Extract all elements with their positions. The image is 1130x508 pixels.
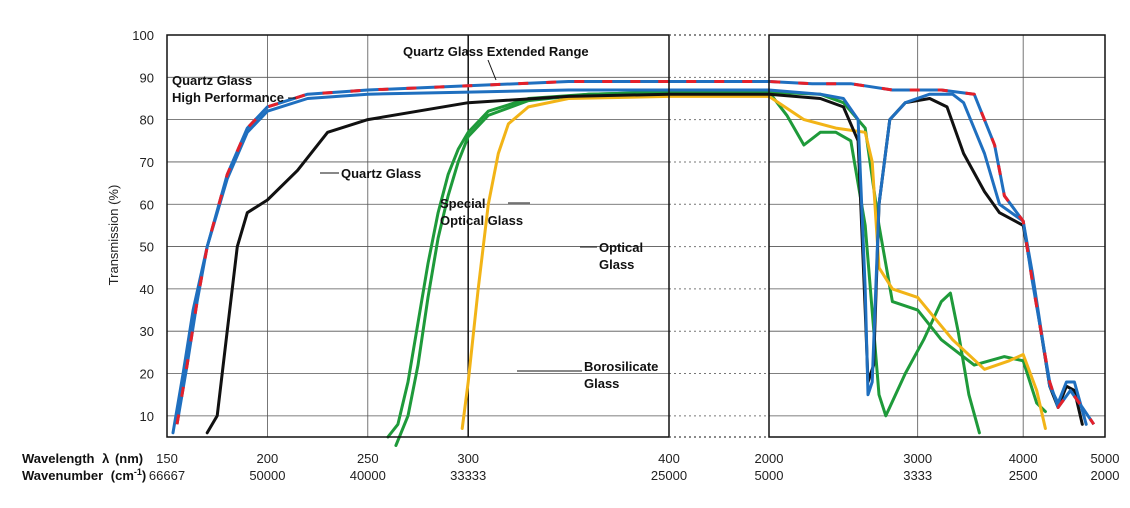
x-tick-wn-33333: 33333	[450, 468, 486, 483]
x-tick-wn-25000: 25000	[651, 468, 687, 483]
x-tick-wn-66667: 66667	[149, 468, 185, 483]
x-tick-nm-4000: 4000	[1009, 451, 1038, 466]
x-tick-wn-40000: 40000	[350, 468, 386, 483]
y-tick-30: 30	[140, 324, 154, 339]
annotation-borosilicate: Borosilicate Glass	[517, 359, 658, 391]
x-tick-wn-50000: 50000	[249, 468, 285, 483]
x-tick-wn-2500: 2500	[1009, 468, 1038, 483]
y-tick-labels: 10 20 30 40 50 60 70 80 90 100	[132, 28, 154, 424]
x-tick-wn-5000: 5000	[755, 468, 784, 483]
y-tick-60: 60	[140, 197, 154, 212]
annotation-extended-range: Quartz Glass Extended Range	[403, 44, 589, 81]
x-tick-nm-150: 150	[156, 451, 178, 466]
wavenumber-axis-label: Wavenumber (cm-1)	[22, 467, 146, 483]
frame-log-panel	[768, 34, 1106, 438]
x-tick-nm-5000: 5000	[1091, 451, 1120, 466]
x-tick-wn-2000: 2000	[1091, 468, 1120, 483]
y-tick-20: 20	[140, 367, 154, 382]
annotation-quartz-glass: Quartz Glass	[320, 166, 421, 181]
x-tick-nm-250: 250	[357, 451, 379, 466]
y-tick-80: 80	[140, 113, 154, 128]
annotation-special-optical: Special Optical Glass	[440, 196, 530, 228]
svg-text:Quartz Glass: Quartz Glass	[341, 166, 421, 181]
annotation-high-performance: Quartz Glass High Performance	[172, 73, 296, 105]
x-tick-nm-200: 200	[257, 451, 279, 466]
y-tick-50: 50	[140, 240, 154, 255]
y-tick-90: 90	[140, 70, 154, 85]
series-line-quartz_glass	[205, 92, 1084, 435]
x-tick-nm-2000: 2000	[755, 451, 784, 466]
x-tick-labels: 150 66667 200 50000 250 40000 300 33333 400 25000…	[149, 451, 1120, 483]
y-tick-40: 40	[140, 282, 154, 297]
svg-text:Quartz Glass: Quartz Glass	[172, 73, 252, 88]
series-line-special_optical	[386, 90, 1047, 439]
frame-linear-panel	[166, 34, 670, 438]
wavelength-axis-label: Wavelength λ (nm)	[22, 451, 143, 466]
svg-text:Borosilicate: Borosilicate	[584, 359, 658, 374]
y-tick-10: 10	[140, 409, 154, 424]
y-tick-70: 70	[140, 155, 154, 170]
svg-text:High Performance: High Performance	[172, 90, 284, 105]
svg-text:Quartz Glass Extended Range: Quartz Glass Extended Range	[403, 44, 589, 59]
x-tick-nm-3000: 3000	[903, 451, 932, 466]
series-lines	[171, 80, 1096, 447]
svg-text:Special: Special	[440, 196, 486, 211]
svg-text:Glass: Glass	[584, 376, 619, 391]
y-axis-label: Transmission (%)	[106, 185, 121, 286]
x-tick-nm-300: 300	[457, 451, 479, 466]
svg-text:Optical Glass: Optical Glass	[440, 213, 523, 228]
series-line-borosilicate	[394, 90, 981, 447]
x-tick-nm-400: 400	[658, 451, 680, 466]
x-tick-wn-3333: 3333	[903, 468, 932, 483]
svg-text:Optical: Optical	[599, 240, 643, 255]
plot-frame	[166, 34, 1106, 438]
series-line-extended_range	[175, 80, 1096, 426]
svg-text:Glass: Glass	[599, 257, 634, 272]
series-line-optical	[460, 94, 1047, 430]
y-tick-100: 100	[132, 28, 154, 43]
annotation-optical: Optical Glass	[580, 240, 643, 272]
